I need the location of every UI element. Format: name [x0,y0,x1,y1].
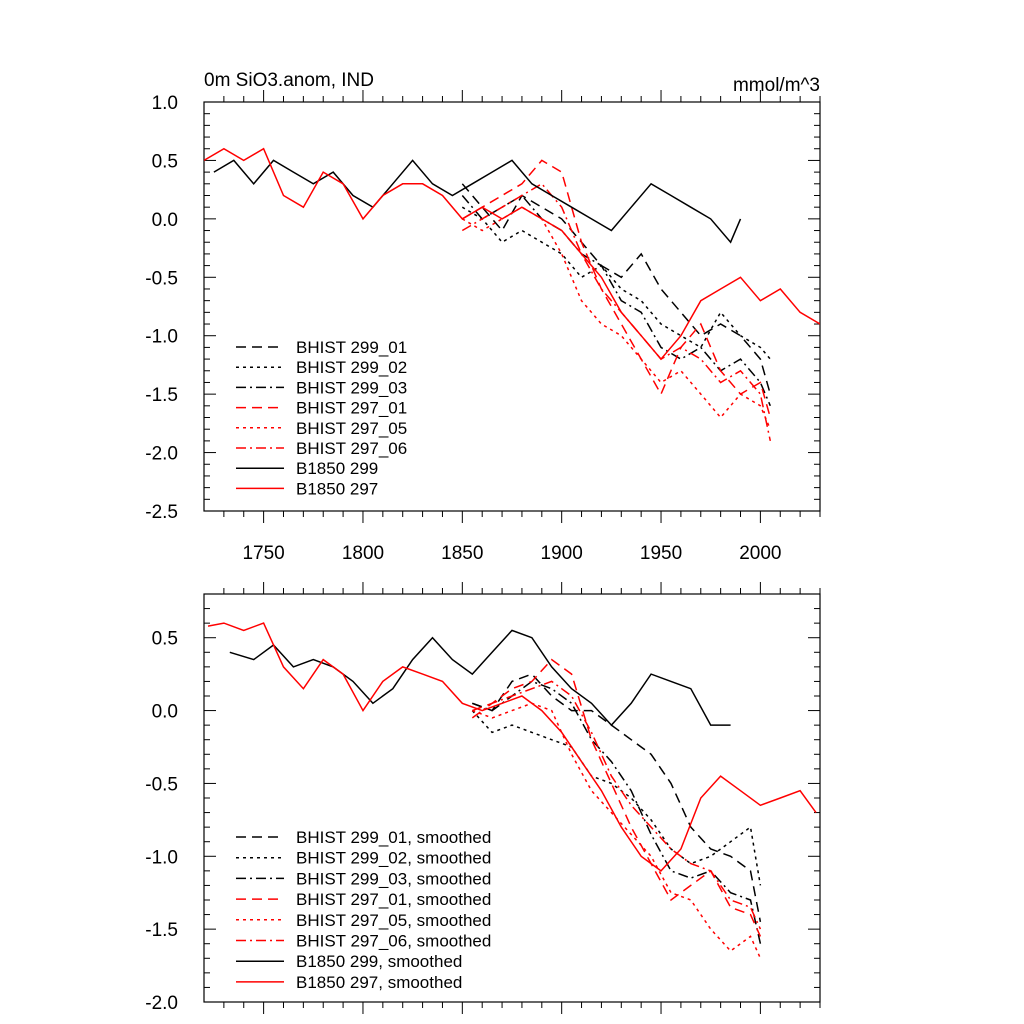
legend-label: BHIST 297_05, smoothed [296,911,491,930]
y-tick-label: -2.0 [145,444,178,465]
y-tick-label: -2.5 [145,502,178,523]
y-tick-label: -1.5 [145,385,178,406]
legend-label: BHIST 297_06 [296,439,407,458]
legend-label: B1850 297 [296,479,378,498]
series-line-3 [461,159,772,418]
legend-label: B1850 297, smoothed [296,973,462,992]
series-line-5 [471,680,762,930]
legend-label: BHIST 299_02 [296,358,407,377]
y-tick-label: 0.5 [152,151,178,172]
legend-label: BHIST 299_01 [296,338,407,357]
legend-label: BHIST 299_01, smoothed [296,828,491,847]
chart-title: 0m SiO3.anom, IND [204,70,374,91]
chart-top: 0m SiO3.anom, IND mmol/m^3 1.0 0.5 0.0 -0.5 -1… [145,70,821,564]
series-line-4 [461,206,771,430]
legend-label: BHIST 297_06, smoothed [296,932,491,951]
y-tick-label: -0.5 [145,774,178,795]
legend-label: B1850 299 [296,459,378,478]
y-tick-label: -1.5 [145,920,178,941]
legend-label: BHIST 297_05 [296,419,407,438]
legend-label: BHIST 299_02, smoothed [296,849,491,868]
y-tick-label: -2.0 [145,993,178,1014]
legend-label: BHIST 299_03 [296,378,407,397]
x-tick-label: 2000 [739,543,781,564]
series-line-6 [229,629,731,727]
x-tick-label: 1800 [342,543,384,564]
legend-label: BHIST 299_03, smoothed [296,869,491,888]
series-line-1 [461,206,771,360]
series-line-3 [472,658,762,937]
x-tick-label: 1900 [541,543,583,564]
legend-label: B1850 299, smoothed [296,952,462,971]
series-line-7 [204,147,820,361]
series-line-6 [213,159,742,244]
series-line-0 [472,673,762,923]
series-line-0 [461,183,772,395]
x-tick-label: 1950 [640,543,682,564]
legend-label: BHIST 297_01 [296,399,407,418]
x-tick-label: 1850 [441,543,483,564]
units-label: mmol/m^3 [733,75,820,96]
x-tick-label: 1750 [242,543,284,564]
series-line-7 [207,622,817,872]
series-line-2 [472,680,762,944]
series-line-5 [461,182,772,442]
chart-bottom: 0.5 0.0 -0.5 -1.0 -1.5 -2.0 BHIST 299_01, smoo… [145,582,821,1014]
y-tick-label: -1.0 [145,327,178,348]
y-tick-label: 0.0 [152,210,178,231]
series-line-1 [471,710,762,886]
y-tick-label: 0.5 [152,629,178,650]
series-line-4 [472,702,762,959]
y-tick-label: -1.0 [145,847,178,868]
plot-frame [203,101,821,512]
legend-label: BHIST 297_01, smoothed [296,890,491,909]
y-tick-label: -0.5 [145,268,178,289]
y-tick-label: 1.0 [152,93,178,114]
y-tick-label: 0.0 [152,702,178,723]
